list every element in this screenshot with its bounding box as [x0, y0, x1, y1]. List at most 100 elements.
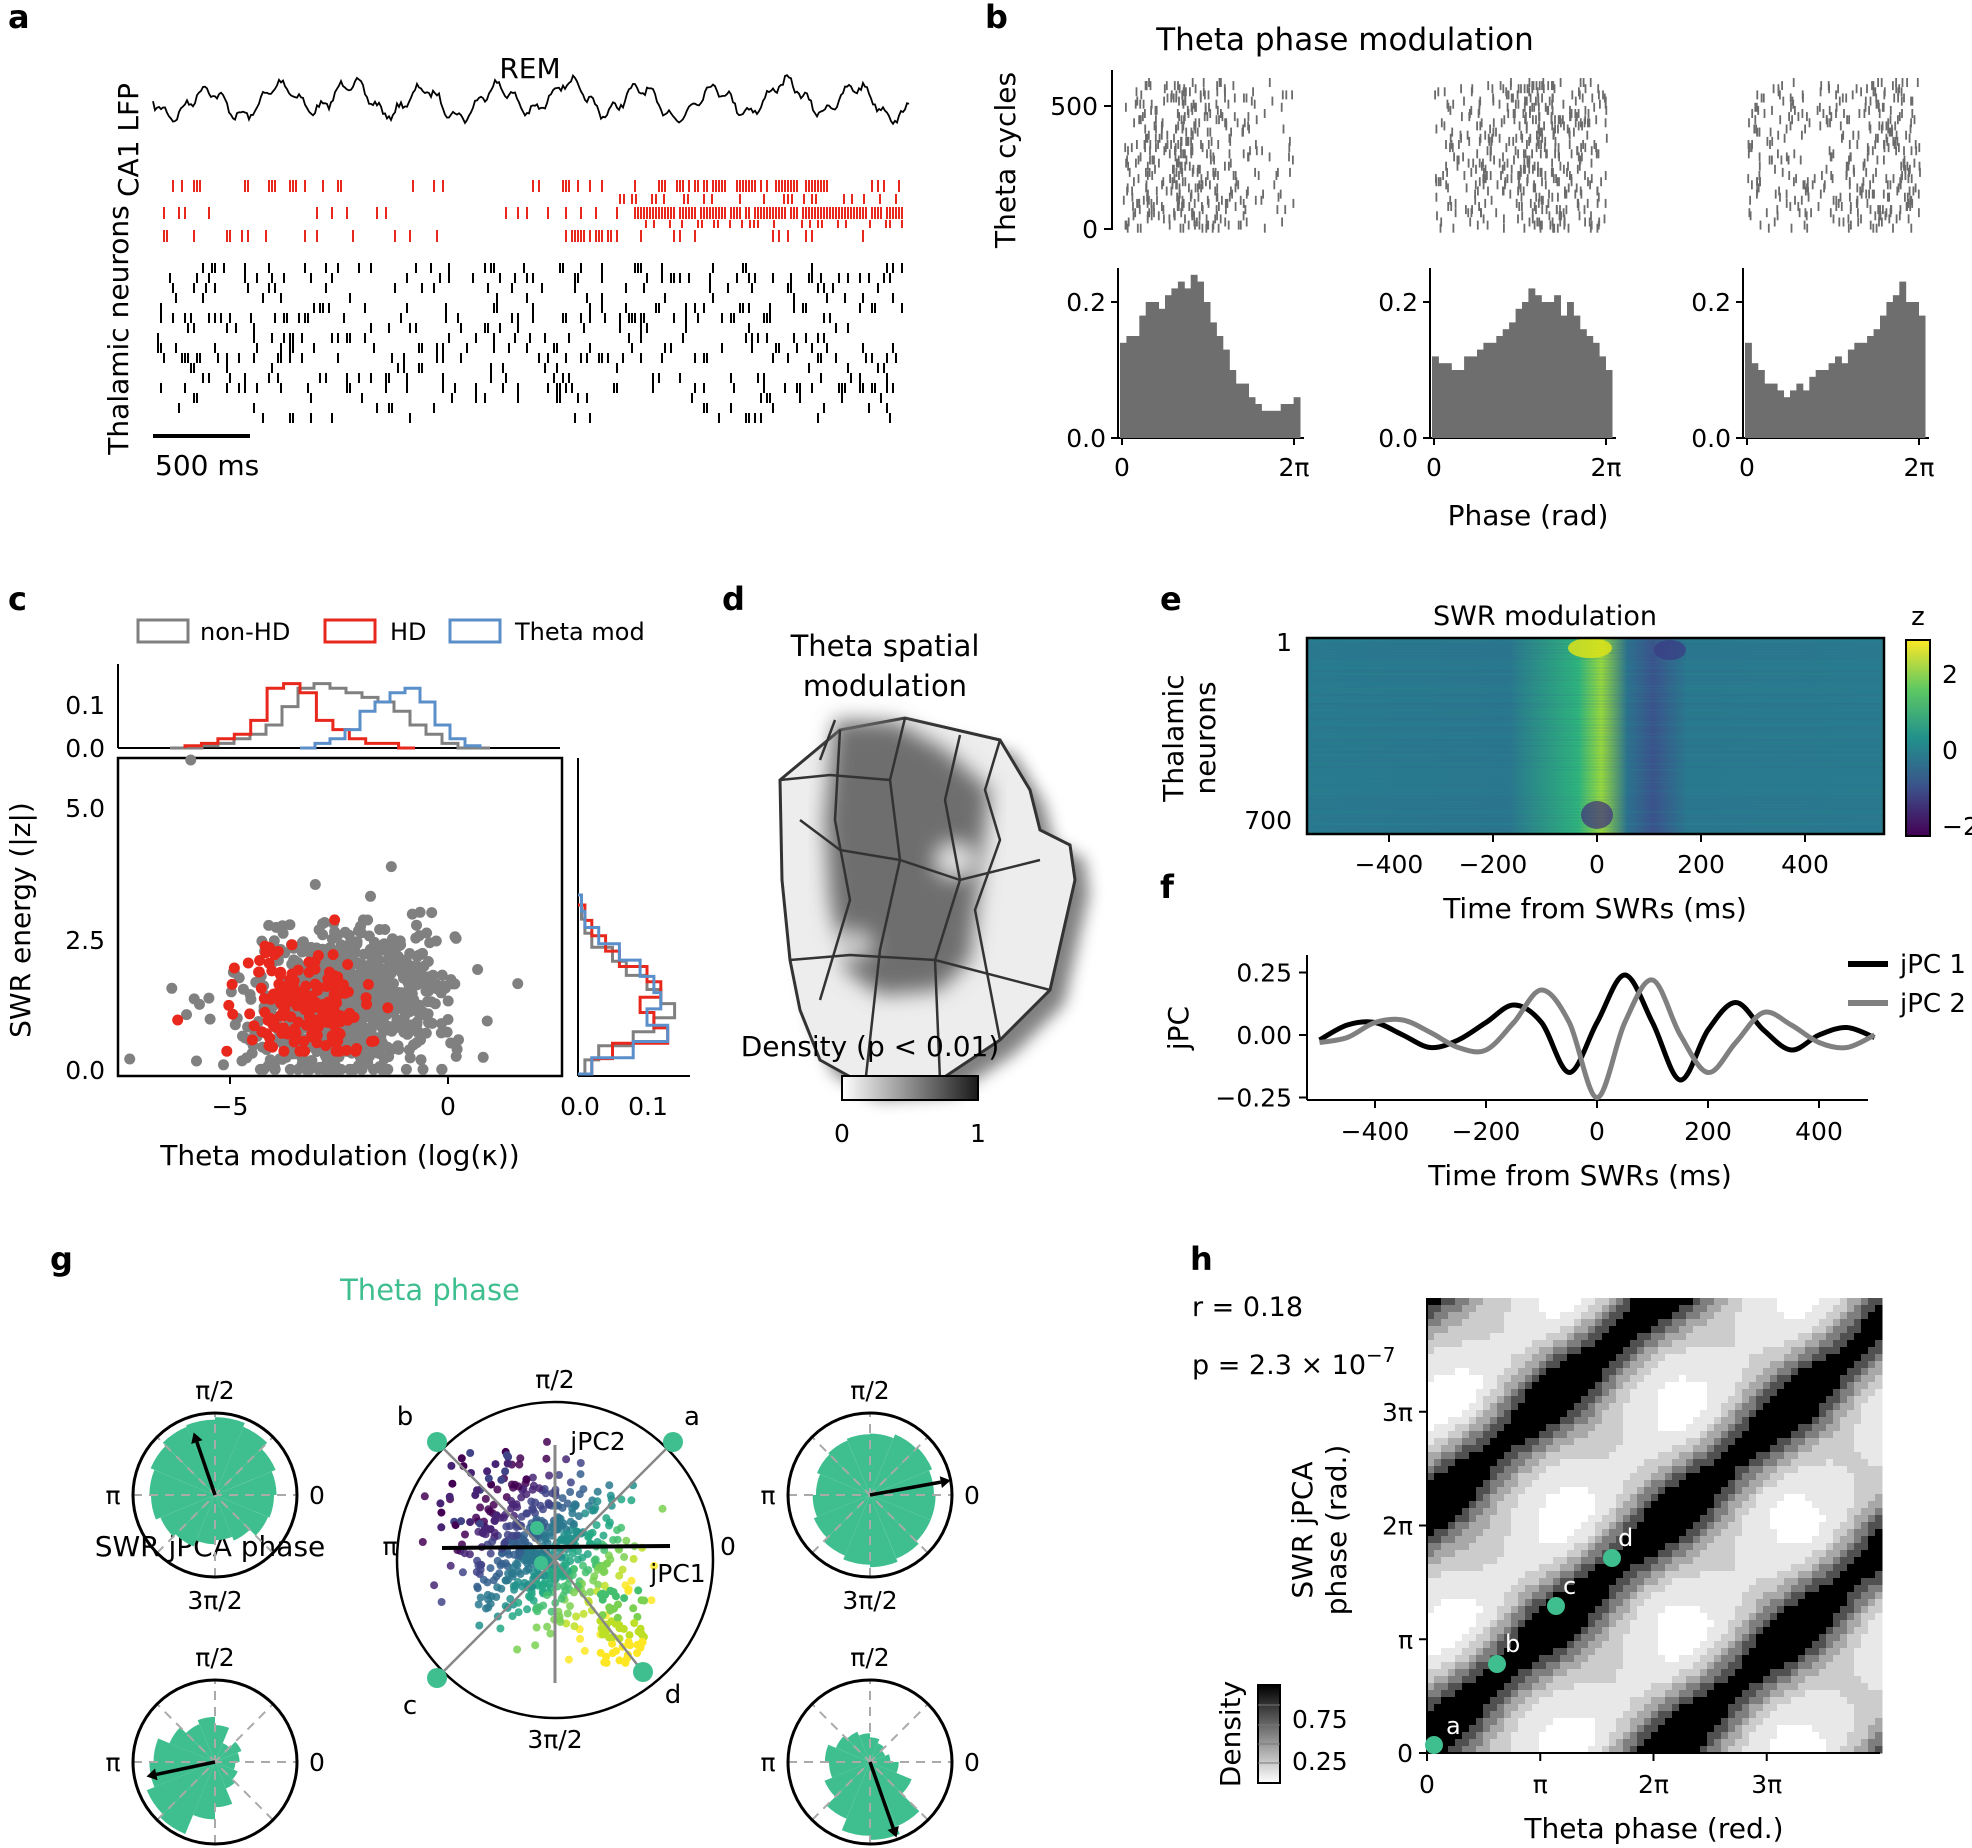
- angle-right: 0: [964, 1481, 980, 1510]
- polar-petal: [162, 1426, 215, 1495]
- central-angle-left: π: [382, 1532, 397, 1561]
- z-tick-0: 0: [1942, 736, 1958, 765]
- e-ylabel-2: neurons: [1189, 681, 1222, 794]
- hist-bar: [1267, 410, 1275, 438]
- polar-petal: [151, 1495, 215, 1520]
- hist-bar: [1757, 370, 1765, 438]
- hist-bar: [1509, 322, 1516, 438]
- e-ytick-1: 1: [1276, 628, 1292, 657]
- hist-bar: [1203, 302, 1211, 438]
- polar-petal: [215, 1495, 268, 1536]
- z-colorbar: [1905, 639, 1931, 837]
- f-xtick: −200: [1452, 1117, 1521, 1146]
- polar-petal: [159, 1762, 215, 1834]
- polar-petal: [870, 1762, 920, 1827]
- hist-bar: [1815, 370, 1823, 438]
- right-histograms: [578, 893, 677, 1076]
- angle-bottom: 3π/2: [187, 1586, 242, 1615]
- polar-petal: [812, 1495, 870, 1517]
- panel-g: Theta phase SWR jPCA phase π/23π/2π 0 π/2…: [95, 1273, 980, 1846]
- panel-e: SWR modulation Thalamic neurons 1 700 −4…: [1157, 601, 1972, 925]
- neuron-raster: [157, 180, 903, 423]
- polar-petal: [813, 1495, 870, 1538]
- hist-bar: [1586, 336, 1594, 438]
- angle-right: 0: [309, 1481, 325, 1510]
- e-xtick: 400: [1781, 850, 1829, 879]
- hist-ytick: 0.0: [1691, 424, 1731, 453]
- h-colorbar-tick-025: 0.25: [1292, 1747, 1348, 1776]
- panel-label-e: e: [1160, 580, 1182, 618]
- polar-petal: [870, 1762, 899, 1773]
- hist-xtick: 2π: [1904, 453, 1935, 482]
- hist-xtick: 0: [1739, 453, 1755, 482]
- polar-petal: [870, 1433, 894, 1495]
- panel-label-b: b: [985, 0, 1008, 36]
- central-angle-top: π/2: [535, 1365, 574, 1394]
- legend-swatch-nonhd: [136, 618, 190, 644]
- polar-petal: [824, 1744, 870, 1762]
- hist-bar: [1905, 302, 1913, 438]
- f-ytick: 0.25: [1236, 959, 1292, 988]
- raster-ytick-500: 500: [1050, 92, 1098, 121]
- e-xticks: −400 −200 0 200 400: [1355, 834, 1829, 879]
- polar-petal: [215, 1471, 277, 1495]
- hist-ytick: 0.2: [1066, 288, 1106, 317]
- hist-bar: [1899, 281, 1907, 438]
- hist-bar: [1171, 288, 1179, 438]
- hist-xtick: 0: [1114, 453, 1130, 482]
- hist-xtick: 2π: [1279, 453, 1310, 482]
- right-xtick-0: 0.0: [560, 1092, 600, 1121]
- hist-bar: [1790, 390, 1797, 438]
- hist-bar: [1293, 397, 1301, 438]
- h-point-b-label: b: [1505, 1630, 1520, 1658]
- d-colorbar-label: Density (p < 0.01): [741, 1030, 1000, 1063]
- top-hist-step: [300, 686, 482, 750]
- legend-swatch-hd: [323, 618, 377, 644]
- raster-ytick-0: 0: [1082, 215, 1098, 244]
- f-xtick: 0: [1589, 1117, 1605, 1146]
- d-title-2: modulation: [803, 669, 967, 703]
- hist-bar: [1287, 404, 1294, 438]
- polar-petal: [829, 1762, 870, 1778]
- hist-bar: [1496, 336, 1504, 438]
- hist-bar: [1210, 322, 1217, 438]
- hist-ytick: 0.0: [1066, 424, 1106, 453]
- top-ytick-1: 0.1: [65, 691, 105, 720]
- area-borders: [779, 717, 1051, 1086]
- top-ytick-0: 0.0: [65, 734, 105, 763]
- hist-bar: [1126, 336, 1134, 438]
- h-ytick: 0: [1397, 1739, 1413, 1768]
- h-xtick: 3π: [1751, 1770, 1782, 1799]
- hist-bar: [1809, 376, 1817, 438]
- angle-right: 0: [964, 1748, 980, 1777]
- h-point-a-label: a: [1446, 1712, 1461, 1740]
- hist-bar: [1477, 349, 1484, 438]
- panel-label-d: d: [722, 580, 745, 618]
- polar-petal: [193, 1762, 215, 1820]
- d-title-1: Theta spatial: [790, 629, 980, 663]
- hist-bar: [1216, 336, 1224, 438]
- panel-h: r = 0.18 p = 2.3 × 10−7 00 π π 2π 2π 3π 3π a b…: [1192, 1292, 1883, 1845]
- polar-petal: [215, 1741, 242, 1762]
- phase-xlabel: Phase (rad): [1448, 499, 1609, 532]
- r-label: r = 0.18: [1192, 1292, 1303, 1323]
- scatter-frame: [116, 756, 564, 1078]
- scatter-points: [124, 754, 524, 1075]
- h-colorbar: [1257, 1684, 1281, 1784]
- legend-swatch-theta: [448, 618, 502, 644]
- f-ytick: 0.00: [1236, 1021, 1292, 1050]
- polar-petal: [870, 1470, 934, 1495]
- polar-petal: [215, 1762, 233, 1808]
- hist-bar: [1444, 363, 1452, 438]
- f-xtick: −400: [1341, 1117, 1410, 1146]
- hist-xtick: 0: [1426, 453, 1442, 482]
- d-colorbar-tick-1: 1: [970, 1119, 986, 1148]
- hist-bar: [1867, 336, 1874, 438]
- polar-jpca-bottom-right: π/23π/2π0: [760, 1643, 980, 1846]
- hist-bar: [1835, 356, 1842, 438]
- hist-bar: [1470, 356, 1478, 438]
- e-xtick: 200: [1677, 850, 1725, 879]
- h-ticks: 00 π π 2π 2π 3π 3π: [1382, 1398, 1782, 1799]
- hist-bar: [1158, 308, 1166, 438]
- h-point-c-label: c: [1563, 1572, 1576, 1600]
